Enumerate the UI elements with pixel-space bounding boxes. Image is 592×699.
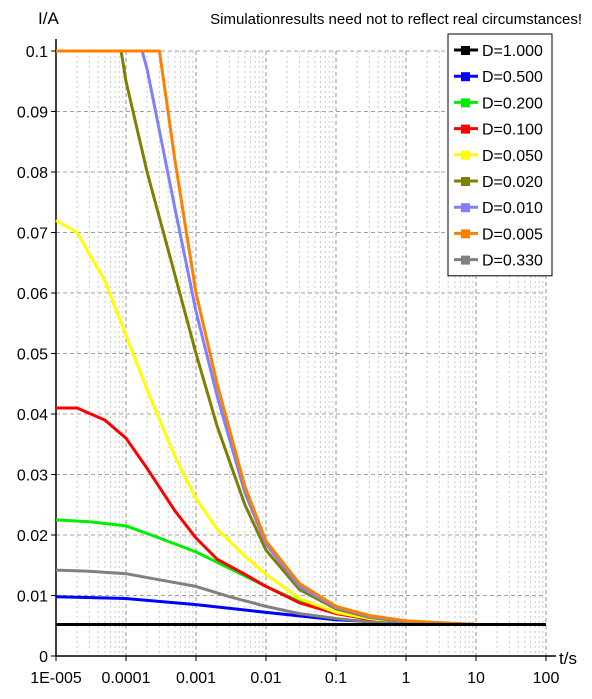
- y-tick-label: 0.04: [17, 407, 48, 424]
- y-tick-label: 0.08: [17, 165, 48, 182]
- y-tick-label: 0.07: [17, 226, 48, 243]
- x-tick-label: 1E-005: [30, 670, 82, 687]
- y-tick-label: 0.05: [17, 347, 48, 364]
- legend-swatch-marker: [461, 98, 470, 108]
- x-axis-label: t/s: [559, 649, 577, 668]
- legend-swatch-marker: [461, 46, 470, 55]
- legend: D=1.000 D=0.500 D=0.200 D=0.100 D=0.050 D=0.0…: [447, 33, 553, 277]
- x-tick-label: 0.01: [250, 670, 281, 687]
- x-tick-label: 0.001: [176, 670, 216, 687]
- legend-swatch-marker: [461, 229, 470, 239]
- legend-label: D=0.010: [482, 200, 543, 217]
- legend-swatch-marker: [461, 255, 470, 265]
- legend-swatch-marker: [461, 203, 470, 213]
- x-tick-label: 10: [467, 670, 485, 687]
- y-tick-label: 0.01: [17, 589, 48, 606]
- y-tick-label: 0.1: [26, 44, 48, 61]
- y-axis-label: I/A: [38, 9, 59, 28]
- y-tick-label: 0.06: [17, 286, 48, 303]
- y-tick-label: 0.03: [17, 468, 48, 485]
- series-lines: [55, 49, 546, 626]
- legend-swatch-marker: [461, 124, 470, 134]
- legend-label: D=0.200: [482, 95, 543, 112]
- legend-swatch-marker: [461, 177, 470, 186]
- tick-labels: 0 0.01 0.02 0.03 0.04 0.05 0.06 0.07 0.08 0.09 0.1…: [17, 44, 560, 687]
- x-tick-label: 0.1: [325, 670, 347, 687]
- x-tick-label: 100: [533, 670, 560, 687]
- series-line-d-0-005: [56, 49, 546, 626]
- x-tick-label: 0.0001: [102, 670, 151, 687]
- legend-label: D=0.020: [482, 174, 543, 191]
- legend-label: D=0.100: [482, 122, 543, 139]
- y-tick-label: 0: [39, 649, 48, 666]
- disclaimer-note: Simulationresults need not to reflect re…: [210, 11, 582, 28]
- legend-label: D=0.500: [482, 69, 543, 86]
- y-tick-label: 0.02: [17, 528, 48, 545]
- legend-label: D=1.000: [482, 43, 543, 60]
- y-tick-label: 0.09: [17, 105, 48, 122]
- x-tick-label: 1: [402, 670, 411, 687]
- legend-label: D=0.050: [482, 148, 543, 165]
- legend-label: D=0.005: [482, 226, 543, 243]
- axes: [51, 39, 556, 661]
- legend-swatch-marker: [461, 72, 470, 82]
- legend-label: D=0.330: [482, 253, 543, 270]
- legend-swatch-marker: [461, 150, 470, 160]
